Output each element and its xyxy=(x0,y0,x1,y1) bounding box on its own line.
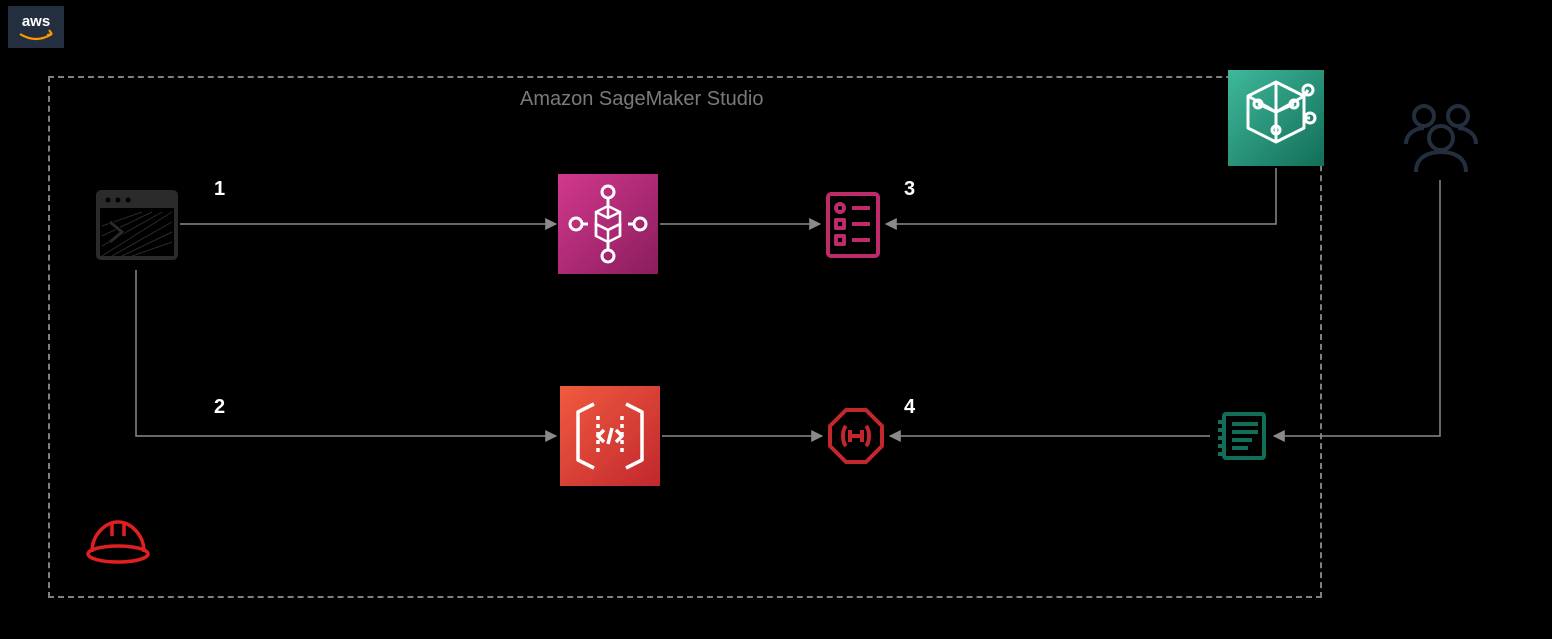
terminal-icon xyxy=(94,182,180,268)
octagon-icon xyxy=(826,406,886,466)
hardhat-icon xyxy=(86,516,150,566)
step-1-label: 1 xyxy=(214,178,225,201)
step-3-label: 3 xyxy=(904,178,915,201)
api-gateway-icon xyxy=(560,386,660,486)
step-4-label: 4 xyxy=(904,396,915,419)
users-icon xyxy=(1396,98,1486,178)
notebook-icon xyxy=(1214,408,1270,464)
checklist-icon xyxy=(824,190,882,260)
sagemaker-icon xyxy=(1228,70,1324,166)
diagram-stage: aws Amazon SageMaker Studio xyxy=(0,0,1552,639)
container-service-icon xyxy=(558,174,658,274)
step-2-label: 2 xyxy=(214,396,225,419)
